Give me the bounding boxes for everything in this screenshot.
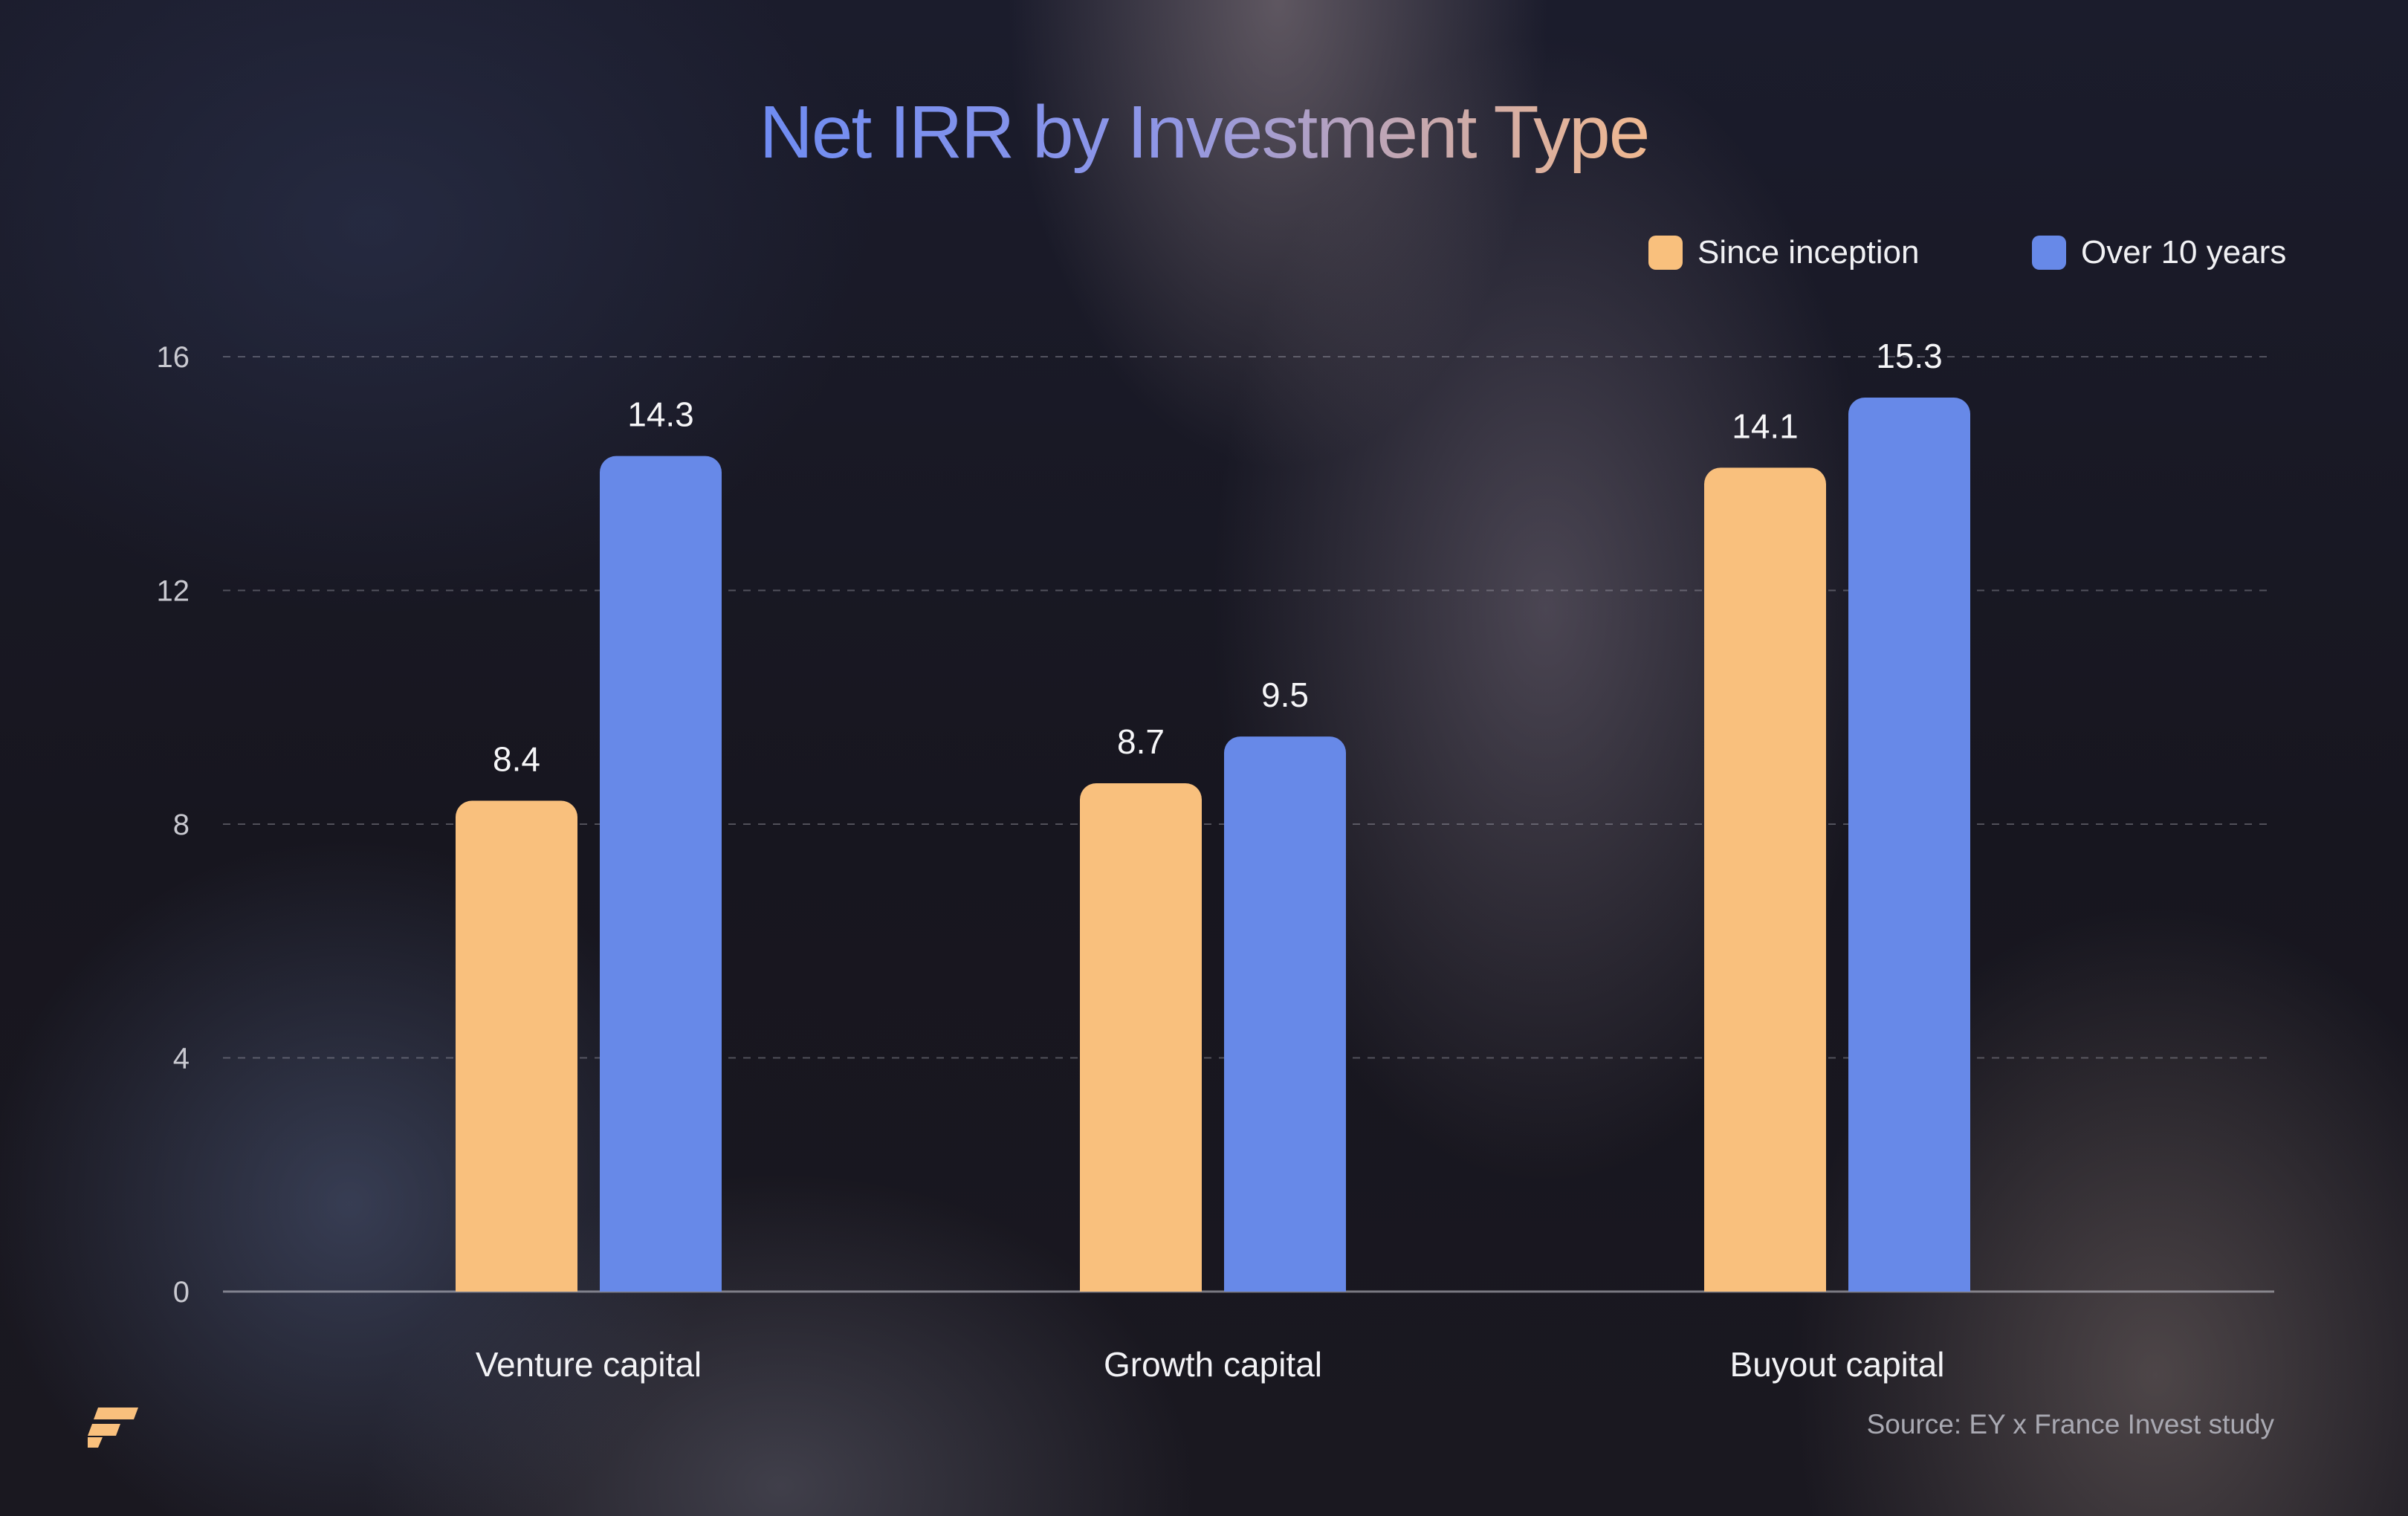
y-tick-label: 4: [173, 1043, 190, 1075]
bar-base: [600, 1275, 722, 1292]
bar-base: [1704, 1275, 1826, 1292]
bar-base: [1848, 1275, 1970, 1292]
bar-base: [456, 1275, 577, 1292]
bar: [1848, 398, 1970, 1292]
y-tick-label: 12: [157, 575, 190, 608]
data-label: 14.1: [1732, 406, 1799, 445]
bar-base: [1080, 1275, 1202, 1292]
bar: [456, 800, 577, 1292]
chart-title: Net IRR by Investment Type: [0, 88, 2408, 177]
chart-title-text: Net IRR by Investment Type: [759, 91, 1651, 174]
data-label: 9.5: [1261, 676, 1309, 714]
data-label: 8.4: [493, 740, 540, 779]
legend-swatch-over-10-years: [2032, 236, 2066, 270]
y-tick-label: 0: [173, 1276, 190, 1309]
x-tick-label: Growth capital: [1104, 1345, 1322, 1384]
x-tick-label: Buyout capital: [1730, 1345, 1945, 1384]
x-tick-label: Venture capital: [476, 1345, 702, 1384]
y-tick-label: 8: [173, 809, 190, 841]
y-tick-label: 16: [157, 341, 190, 374]
legend-item-over-10-years: Over 10 years: [2032, 232, 2286, 273]
source-note: Source: EY x France Invest study: [1866, 1409, 2274, 1439]
bar-base: [1224, 1275, 1346, 1292]
data-label: 14.3: [627, 395, 694, 434]
legend-swatch-since-inception: [1648, 236, 1683, 270]
legend-item-since-inception: Since inception: [1648, 232, 1919, 273]
bar: [1224, 736, 1346, 1292]
legend-label-since-inception: Since inception: [1697, 234, 1920, 271]
data-label: 8.7: [1117, 722, 1165, 761]
data-label: 15.3: [1876, 337, 1943, 375]
legend-label-over-10-years: Over 10 years: [2081, 234, 2287, 271]
bar: [600, 456, 722, 1292]
bar: [1080, 783, 1202, 1292]
bar: [1704, 467, 1826, 1292]
brand-logo-icon: [88, 1408, 138, 1448]
